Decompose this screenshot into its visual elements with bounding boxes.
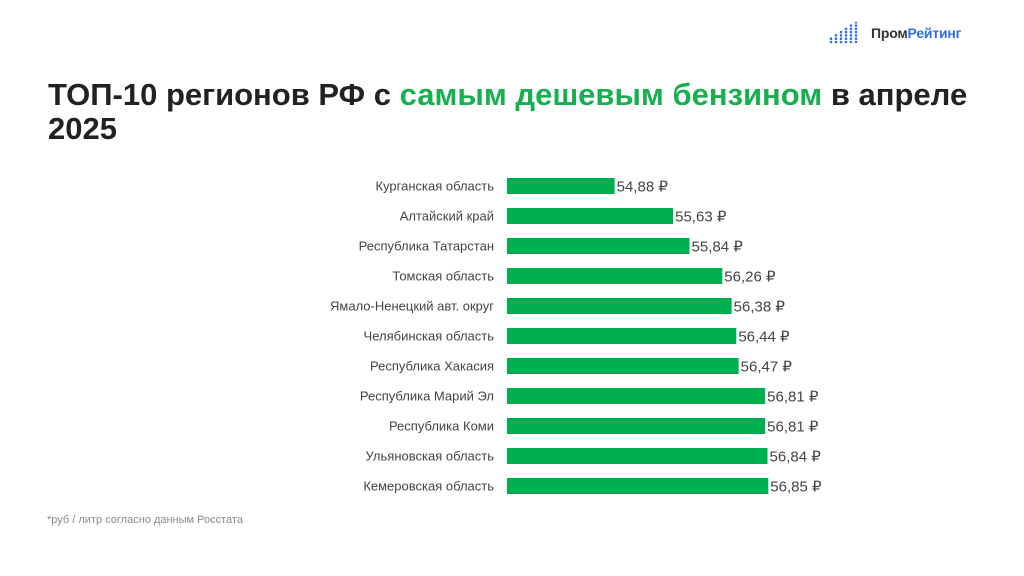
category-label: Республика Марий Эл <box>360 389 494 404</box>
bar <box>507 298 732 314</box>
category-label: Томская область <box>392 269 494 284</box>
bar <box>507 178 615 194</box>
logo-text-part1: Пром <box>871 25 908 41</box>
value-label: 56,81 ₽ <box>767 419 819 436</box>
value-label: 55,84 ₽ <box>692 239 744 256</box>
title-part: ТОП-10 регионов РФ с <box>48 77 400 112</box>
logo-text-part2: Рейтинг <box>907 25 962 41</box>
bar <box>507 358 739 374</box>
category-label: Челябинская область <box>364 329 495 344</box>
value-label: 56,85 ₽ <box>770 479 822 496</box>
value-label: 54,88 ₽ <box>617 179 669 196</box>
value-label: 56,26 ₽ <box>724 269 776 286</box>
bar <box>507 478 769 494</box>
category-label: Кемеровская область <box>363 479 494 494</box>
value-label: 55,63 ₽ <box>675 209 727 226</box>
bar <box>507 238 690 254</box>
title-part: в апреле 2025 <box>48 77 968 146</box>
value-label: 56,38 ₽ <box>734 299 786 316</box>
prom-reyting-logo: ПромРейтинг <box>829 22 961 44</box>
bar <box>507 328 737 344</box>
footnote: *руб / литр согласно данным Росстата <box>47 514 243 526</box>
bar <box>507 448 768 464</box>
category-label: Ульяновская область <box>366 449 495 464</box>
bar <box>507 268 723 284</box>
category-label: Курганская область <box>375 179 494 194</box>
value-label: 56,84 ₽ <box>770 449 822 466</box>
title-highlight: самым дешевым бензином <box>399 77 823 112</box>
value-label: 56,81 ₽ <box>767 389 819 406</box>
bar-dots-icon <box>829 22 858 44</box>
category-label: Республика Коми <box>389 419 494 434</box>
category-label: Алтайский край <box>400 209 494 224</box>
category-label: Республика Татарстан <box>359 239 494 254</box>
bar <box>507 208 674 224</box>
value-label: 56,44 ₽ <box>738 329 790 346</box>
bar <box>507 388 766 404</box>
logo-text: ПромРейтинг <box>871 25 961 41</box>
category-label: Ямало-Ненецкий авт. округ <box>330 299 494 314</box>
category-label: Республика Хакасия <box>370 359 494 374</box>
value-label: 56,47 ₽ <box>741 359 793 376</box>
page-title: ТОП-10 регионов РФ с самым дешевым бензи… <box>48 78 988 146</box>
bar <box>507 418 766 434</box>
